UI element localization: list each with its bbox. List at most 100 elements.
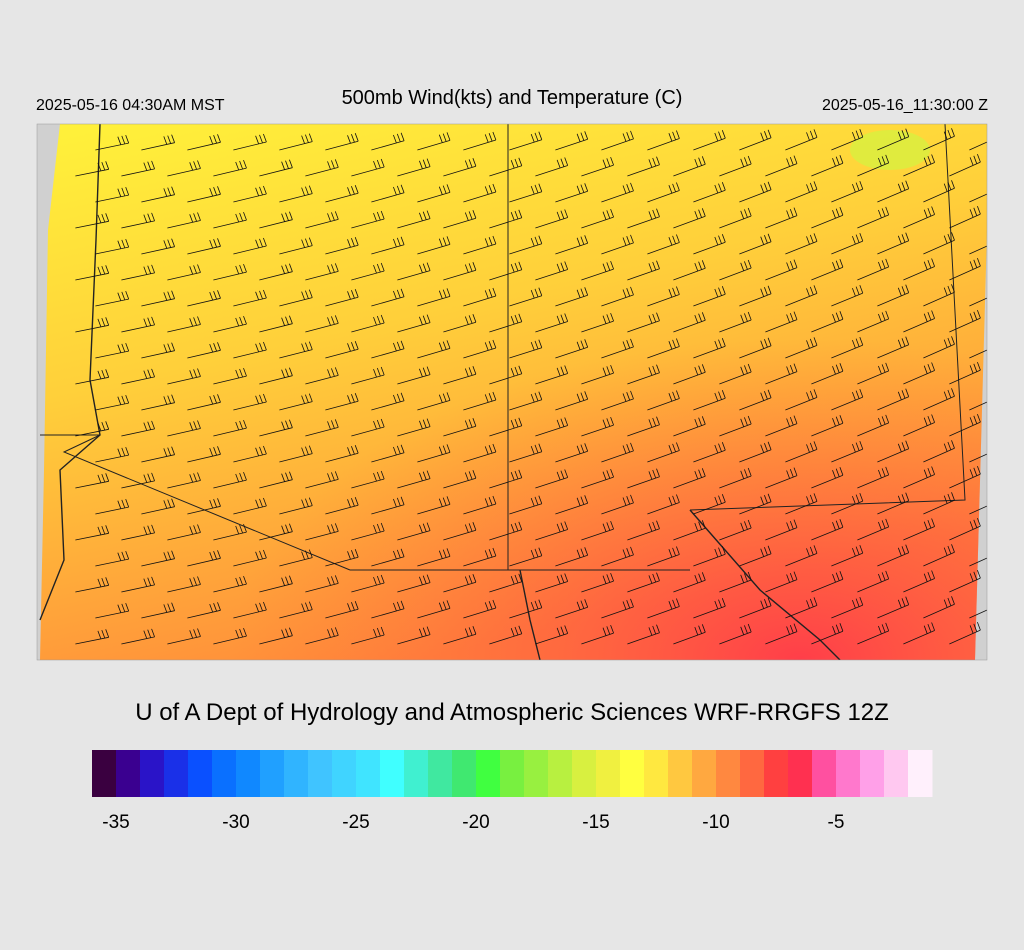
state-borders bbox=[39, 124, 966, 660]
wind-barb bbox=[509, 287, 543, 307]
wind-barb bbox=[811, 571, 844, 593]
wind-barb bbox=[397, 522, 431, 541]
colorbar-swatch bbox=[236, 750, 261, 797]
wind-barb bbox=[811, 259, 844, 281]
wind-barb bbox=[673, 468, 706, 489]
wind-barb bbox=[213, 315, 247, 333]
colorbar-swatch bbox=[572, 750, 597, 797]
wind-barb bbox=[555, 495, 589, 515]
wind-barb bbox=[259, 419, 293, 437]
colorbar-swatch bbox=[836, 750, 861, 797]
wind-barb bbox=[877, 440, 910, 463]
wind-barb bbox=[187, 290, 221, 307]
wind-barb bbox=[443, 418, 477, 437]
colorbar-swatch bbox=[908, 750, 933, 797]
wind-barb bbox=[75, 265, 110, 281]
wind-barb bbox=[877, 232, 910, 255]
colorbar-tick-label: -5 bbox=[828, 812, 845, 833]
wind-barb bbox=[325, 497, 359, 515]
wind-barb bbox=[305, 315, 339, 333]
wind-barb bbox=[877, 388, 910, 411]
wind-barb bbox=[923, 180, 955, 203]
wind-barb bbox=[969, 245, 987, 255]
local-time: 2025-05-16 04:30AM MST bbox=[36, 97, 225, 114]
wind-barb bbox=[167, 576, 201, 593]
wind-barb bbox=[233, 497, 267, 515]
wind-barb bbox=[601, 494, 634, 515]
wind-barb bbox=[857, 518, 890, 541]
valid-time: 2025-05-16_11:30:00 Z bbox=[822, 97, 988, 114]
colorbar-swatch bbox=[188, 750, 213, 797]
wind-barb bbox=[75, 577, 110, 593]
wind-barb bbox=[673, 312, 706, 333]
wind-barb bbox=[397, 262, 431, 281]
wind-barb bbox=[857, 466, 890, 489]
wind-barb bbox=[259, 211, 293, 229]
wind-barb bbox=[397, 418, 431, 437]
colorbar-swatch bbox=[476, 750, 501, 797]
wind-barb bbox=[857, 310, 890, 333]
wind-barb bbox=[673, 364, 706, 385]
wind-barb bbox=[141, 342, 175, 359]
wind-barb bbox=[831, 336, 864, 359]
wind-barb bbox=[187, 186, 221, 203]
map-frame bbox=[36, 123, 988, 661]
wind-barb bbox=[233, 289, 267, 307]
wind-barb bbox=[627, 572, 660, 593]
wind-barb bbox=[555, 547, 589, 567]
colorbar-swatch bbox=[164, 750, 189, 797]
wind-barb bbox=[693, 338, 726, 359]
wind-barb bbox=[443, 366, 477, 385]
wind-barb bbox=[187, 446, 221, 463]
wind-barb bbox=[811, 467, 844, 489]
wind-barb bbox=[443, 522, 477, 541]
wind-barb bbox=[325, 601, 359, 619]
wind-barb bbox=[167, 368, 201, 385]
wind-barb bbox=[647, 546, 680, 567]
wind-barb bbox=[463, 131, 497, 151]
wind-barb bbox=[463, 339, 497, 359]
wind-barb bbox=[95, 290, 130, 307]
wind-barb bbox=[647, 234, 680, 255]
wind-barb bbox=[693, 494, 726, 515]
wind-barb bbox=[141, 498, 175, 515]
colorbar-swatch bbox=[548, 750, 573, 797]
wind-barb bbox=[719, 571, 752, 593]
wind-barb bbox=[719, 415, 752, 437]
wind-barb bbox=[555, 339, 589, 359]
wind-barb bbox=[627, 312, 660, 333]
wind-barb bbox=[371, 236, 405, 255]
wind-barb bbox=[371, 288, 405, 307]
wind-barb bbox=[489, 261, 523, 281]
wind-barb bbox=[765, 415, 798, 437]
colorbar-swatch bbox=[284, 750, 309, 797]
wind-barb bbox=[785, 597, 818, 619]
wind-barb bbox=[95, 550, 130, 567]
wind-barb bbox=[581, 468, 614, 489]
wind-barb bbox=[443, 470, 477, 489]
wind-barb bbox=[233, 601, 267, 619]
wind-barb bbox=[647, 286, 680, 307]
wind-barb bbox=[555, 391, 589, 411]
wind-barb bbox=[555, 235, 589, 255]
wind-barb bbox=[535, 313, 569, 333]
wind-barb bbox=[785, 389, 818, 411]
wind-barb bbox=[417, 392, 451, 411]
wind-barb bbox=[279, 445, 313, 463]
wind-barb bbox=[141, 238, 175, 255]
wind-barb bbox=[903, 622, 935, 645]
wind-barb bbox=[903, 258, 935, 281]
wind-barb bbox=[213, 211, 247, 229]
wind-barb bbox=[857, 206, 890, 229]
wind-barb bbox=[75, 161, 110, 177]
colorbar-swatch bbox=[788, 750, 813, 797]
wind-barb bbox=[601, 546, 634, 567]
wind-barb bbox=[141, 550, 175, 567]
wind-barb bbox=[397, 366, 431, 385]
wind-barb bbox=[95, 186, 130, 203]
wind-barb bbox=[535, 417, 569, 437]
wind-barb bbox=[443, 574, 477, 593]
wind-barb bbox=[167, 628, 201, 645]
colorbar-swatch bbox=[452, 750, 477, 797]
wind-barb bbox=[765, 519, 798, 541]
